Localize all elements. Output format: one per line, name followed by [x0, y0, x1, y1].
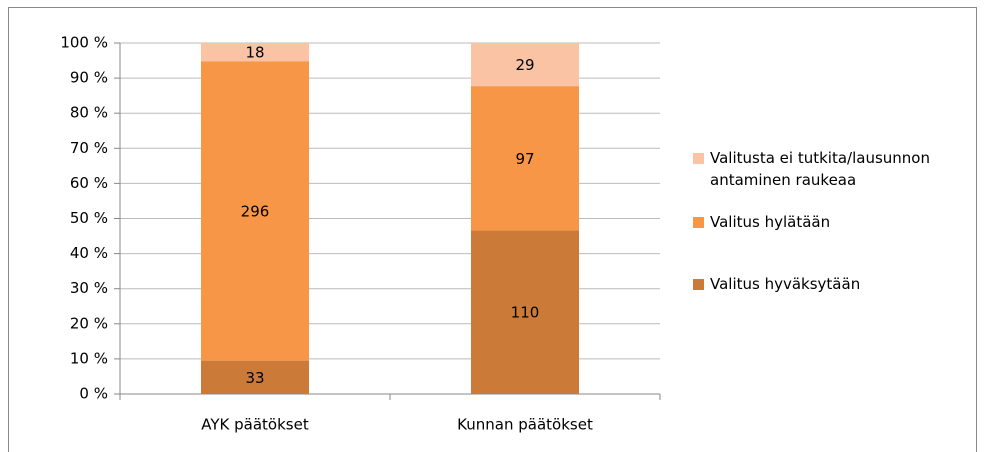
y-tick-label: 70 %	[70, 139, 108, 157]
y-tick-label: 90 %	[70, 69, 108, 87]
bar-segment	[471, 230, 579, 394]
bar-segment	[201, 43, 309, 62]
legend-label: Valitusta ei tutkita/lausunnon antaminen…	[710, 149, 930, 189]
data-label: 33	[245, 369, 264, 387]
y-tick-label: 0 %	[79, 385, 108, 403]
legend-label: Valitus hyväksytään	[710, 275, 861, 293]
y-tick-label: 80 %	[70, 104, 108, 122]
bar-segment	[471, 43, 579, 87]
y-tick-label: 100 %	[60, 34, 108, 52]
data-label: 29	[515, 56, 534, 74]
data-label: 18	[245, 44, 264, 62]
chart-border	[8, 7, 977, 452]
legend-swatch	[693, 217, 704, 228]
legend-label: Valitus hylätään	[710, 213, 831, 231]
data-label: 97	[515, 150, 534, 168]
bar-segment	[471, 86, 579, 231]
x-tick-label: Kunnan päätökset	[457, 416, 593, 434]
data-label: 110	[511, 304, 540, 322]
y-tick-label: 20 %	[70, 314, 108, 332]
y-tick-label: 30 %	[70, 279, 108, 297]
y-tick-label: 10 %	[70, 349, 108, 367]
y-tick-label: 60 %	[70, 174, 108, 192]
x-tick-label: AYK päätökset	[201, 416, 309, 434]
y-tick-label: 50 %	[70, 209, 108, 227]
bar-segment	[201, 61, 309, 361]
data-label: 296	[241, 202, 270, 220]
legend-swatch	[693, 279, 704, 290]
bar-segment	[201, 360, 309, 394]
y-tick-label: 40 %	[70, 244, 108, 262]
legend-swatch	[693, 153, 704, 164]
